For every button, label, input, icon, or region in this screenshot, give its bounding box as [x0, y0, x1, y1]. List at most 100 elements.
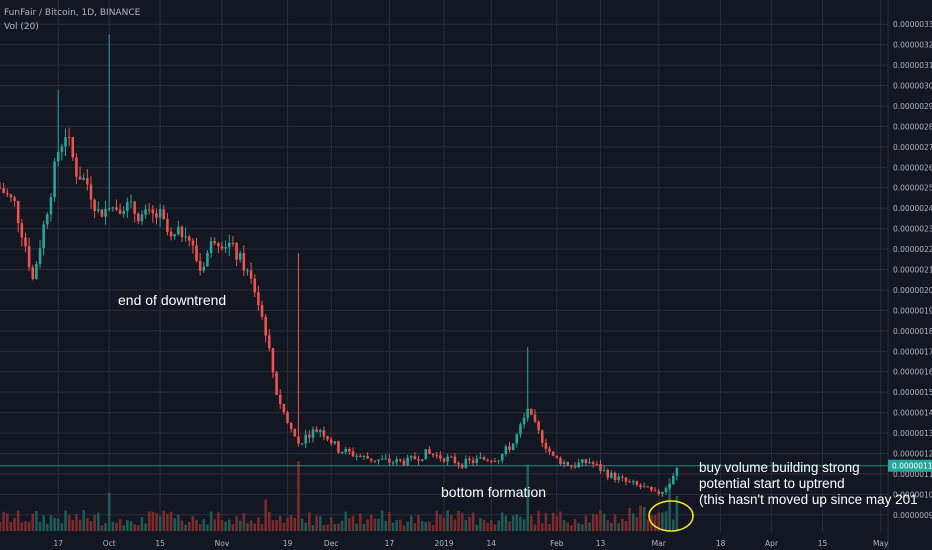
volume-bar [184, 524, 187, 531]
volume-bar [217, 512, 220, 531]
volume-bar [9, 521, 13, 531]
volume-bar [653, 514, 657, 531]
candle-body [60, 146, 64, 153]
volume-bar [672, 519, 675, 531]
volume-bar [304, 522, 307, 531]
volume-highlight-circle [648, 500, 694, 532]
volume-bar [308, 512, 311, 531]
candle-body [228, 242, 231, 248]
candle-body [177, 226, 180, 235]
candle-body [264, 316, 267, 336]
volume-bar [595, 514, 599, 531]
volume-bar [530, 515, 533, 531]
candle-body [562, 462, 566, 464]
volume-bar [166, 513, 169, 531]
volume-bar [137, 524, 140, 531]
candle-body [500, 453, 504, 461]
volume-bar [289, 515, 293, 531]
candle-body [246, 270, 249, 272]
candle-body [351, 451, 355, 457]
time-tick-label: 15 [155, 539, 165, 548]
candle-body [631, 481, 635, 483]
volume-bar [311, 525, 315, 531]
annotation-line: buy volume building strong [699, 460, 860, 475]
volume-bar [515, 514, 519, 531]
volume-bar [64, 510, 67, 531]
volume-bar [384, 520, 388, 531]
candle-body [300, 443, 304, 445]
time-tick-label: Dec [324, 539, 339, 548]
volume-bar [78, 519, 82, 531]
candle-body [56, 152, 60, 162]
candle-body [202, 266, 206, 271]
volume-bar [246, 523, 249, 531]
candle-body [639, 484, 642, 488]
volume-bar [2, 511, 5, 531]
candle-body [118, 209, 122, 214]
volume-bar [46, 524, 49, 531]
time-tick-label: 13 [596, 539, 606, 548]
candle-body [584, 459, 588, 464]
volume-bar [42, 515, 45, 531]
volume-bar [133, 524, 136, 531]
candle-body [275, 372, 278, 395]
candle-body [133, 201, 136, 214]
candle-body [13, 197, 16, 202]
candle-body [621, 476, 624, 478]
volume-bar [224, 521, 227, 531]
volume-bar [573, 519, 577, 531]
candle-body [482, 457, 486, 460]
volume-bar [617, 523, 620, 531]
volume-bar [642, 506, 646, 531]
volume-bar [93, 514, 96, 531]
candle-body [111, 207, 115, 209]
volume-bar [519, 516, 522, 531]
candle-body [311, 429, 315, 438]
time-axis[interactable]: 17 Oct 15 Nov 19 Dec 17 2019 14 Feb 13 Mar 18 Apr 15 Ma… [53, 539, 889, 548]
candle-body [9, 194, 13, 198]
candle-body [340, 452, 344, 454]
candle-body [53, 161, 56, 198]
time-tick-label: 14 [487, 539, 497, 548]
volume-bar [49, 515, 53, 531]
candle-body [442, 458, 446, 462]
volume-bar [446, 510, 449, 531]
candle-body [195, 245, 198, 261]
volume-bar [391, 522, 395, 531]
volume-indicator-label[interactable]: Vol (20) [4, 22, 39, 32]
candle-body [464, 458, 468, 468]
volume-bar [329, 517, 333, 531]
candle-body [329, 439, 333, 444]
candle-body [86, 178, 89, 185]
time-tick-label: 17 [53, 539, 63, 548]
volume-bar [111, 521, 115, 531]
candle-body [191, 240, 195, 246]
volume-bar [260, 524, 264, 531]
candle-body [420, 459, 424, 461]
volume-bar [460, 512, 464, 531]
volume-bar [13, 517, 16, 531]
volume-bar [16, 510, 20, 531]
symbol-title[interactable]: FunFair / Bitcoin, 1D, BINANCE [4, 8, 141, 18]
volume-bar [468, 516, 471, 531]
candle-body [238, 253, 242, 260]
volume-bar [213, 519, 216, 531]
volume-bar [661, 512, 664, 531]
volume-bar [286, 517, 289, 531]
candle-body [318, 430, 322, 433]
volume-bar [198, 524, 202, 531]
candle-body [435, 455, 438, 457]
candle-body [653, 490, 657, 492]
volume-bar [533, 524, 537, 531]
time-tick-label: Apr [765, 539, 779, 548]
volume-bar [53, 517, 56, 531]
volume-bar [406, 521, 409, 531]
